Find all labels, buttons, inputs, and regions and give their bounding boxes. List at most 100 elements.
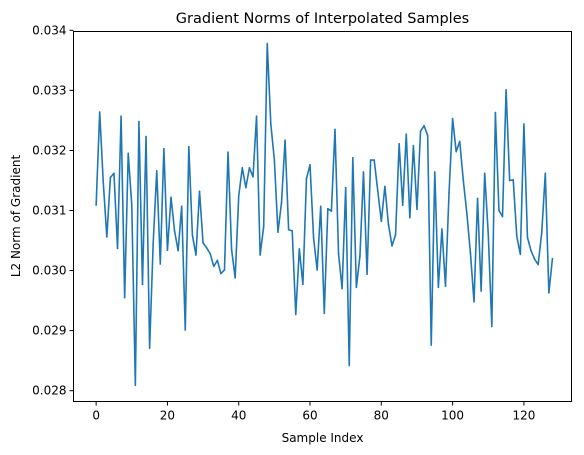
data-point bbox=[369, 159, 372, 161]
data-point bbox=[312, 237, 315, 239]
data-point bbox=[362, 171, 365, 173]
data-point bbox=[216, 259, 219, 262]
data-point bbox=[458, 140, 461, 143]
data-point bbox=[109, 176, 112, 179]
data-point bbox=[519, 253, 522, 256]
data-point bbox=[245, 186, 247, 189]
x-tick-label: 100 bbox=[441, 409, 464, 423]
data-point bbox=[551, 257, 554, 260]
data-point bbox=[387, 223, 390, 226]
data-point bbox=[448, 191, 450, 194]
data-point bbox=[494, 111, 497, 114]
data-point bbox=[209, 252, 212, 255]
data-point bbox=[113, 172, 115, 175]
y-tick-label: 0.031 bbox=[32, 203, 66, 217]
data-point bbox=[145, 135, 147, 138]
data-point bbox=[401, 204, 404, 206]
data-point bbox=[412, 144, 415, 147]
data-point bbox=[234, 276, 236, 279]
x-tick-label: 60 bbox=[302, 409, 317, 423]
x-axis-ticks: 0 20 40 60 80 100 120 bbox=[92, 401, 535, 423]
x-tick-label: 0 bbox=[92, 409, 100, 423]
data-point bbox=[223, 269, 226, 271]
data-point bbox=[330, 210, 333, 212]
data-point bbox=[526, 236, 529, 239]
y-axis-ticks: 0.028 0.029 0.030 0.031 0.032 0.033 0.034 bbox=[32, 23, 74, 398]
data-point bbox=[298, 248, 301, 250]
data-point bbox=[195, 254, 197, 256]
data-point bbox=[508, 179, 511, 182]
data-point bbox=[95, 204, 97, 206]
data-point bbox=[466, 212, 468, 215]
data-point bbox=[191, 234, 194, 236]
data-point bbox=[280, 201, 283, 204]
chart-title: Gradient Norms of Interpolated Samples bbox=[176, 11, 469, 27]
data-point bbox=[419, 130, 422, 133]
data-point bbox=[376, 189, 379, 192]
data-point bbox=[505, 88, 507, 91]
y-tick-label: 0.032 bbox=[32, 143, 66, 157]
data-point bbox=[184, 329, 187, 331]
data-point bbox=[241, 167, 244, 169]
data-point bbox=[491, 325, 493, 328]
data-point bbox=[266, 42, 269, 45]
data-point bbox=[120, 115, 122, 117]
data-point bbox=[327, 207, 329, 210]
data-point bbox=[473, 300, 475, 303]
data-point bbox=[102, 181, 105, 184]
data-point bbox=[341, 287, 343, 290]
data-point bbox=[159, 263, 162, 265]
data-point bbox=[202, 242, 204, 244]
x-tick-label: 80 bbox=[374, 409, 389, 423]
data-point bbox=[359, 255, 361, 257]
data-point bbox=[480, 290, 482, 292]
data-point bbox=[426, 134, 429, 137]
data-point bbox=[373, 159, 375, 161]
data-point bbox=[398, 143, 400, 145]
data-point bbox=[537, 263, 539, 266]
data-point bbox=[212, 265, 215, 268]
data-point bbox=[483, 172, 486, 175]
y-tick-label: 0.030 bbox=[32, 264, 66, 278]
data-point bbox=[166, 249, 169, 251]
data-point bbox=[455, 150, 457, 153]
data-point bbox=[334, 128, 336, 131]
data-point bbox=[177, 249, 179, 252]
data-point bbox=[198, 190, 201, 193]
data-point bbox=[227, 151, 229, 154]
data-point bbox=[248, 167, 251, 169]
x-axis-label: Sample Index bbox=[282, 431, 364, 445]
data-point bbox=[273, 159, 276, 161]
data-point bbox=[515, 235, 518, 238]
data-point bbox=[284, 139, 286, 142]
data-point bbox=[548, 291, 550, 294]
data-point bbox=[277, 231, 279, 233]
data-point bbox=[501, 215, 504, 218]
data-point bbox=[391, 245, 393, 247]
data-point bbox=[337, 252, 340, 255]
y-tick-label: 0.034 bbox=[32, 23, 66, 37]
data-point bbox=[316, 269, 318, 271]
data-point bbox=[155, 170, 158, 172]
data-point bbox=[416, 208, 418, 211]
data-point bbox=[405, 133, 408, 136]
data-point bbox=[498, 209, 500, 212]
data-point bbox=[423, 125, 425, 127]
data-point bbox=[355, 286, 358, 289]
data-point bbox=[205, 246, 208, 249]
data-point bbox=[451, 117, 454, 120]
data-point bbox=[106, 236, 108, 238]
x-tick-label: 20 bbox=[160, 409, 175, 423]
x-tick-label: 120 bbox=[512, 409, 535, 423]
data-point bbox=[294, 313, 297, 316]
data-point bbox=[302, 283, 304, 286]
data-point bbox=[366, 273, 368, 275]
data-point bbox=[220, 272, 222, 275]
data-point bbox=[394, 233, 397, 236]
data-point bbox=[444, 285, 447, 287]
data-point bbox=[148, 347, 151, 349]
data-point bbox=[348, 364, 351, 367]
data-point bbox=[255, 115, 258, 117]
